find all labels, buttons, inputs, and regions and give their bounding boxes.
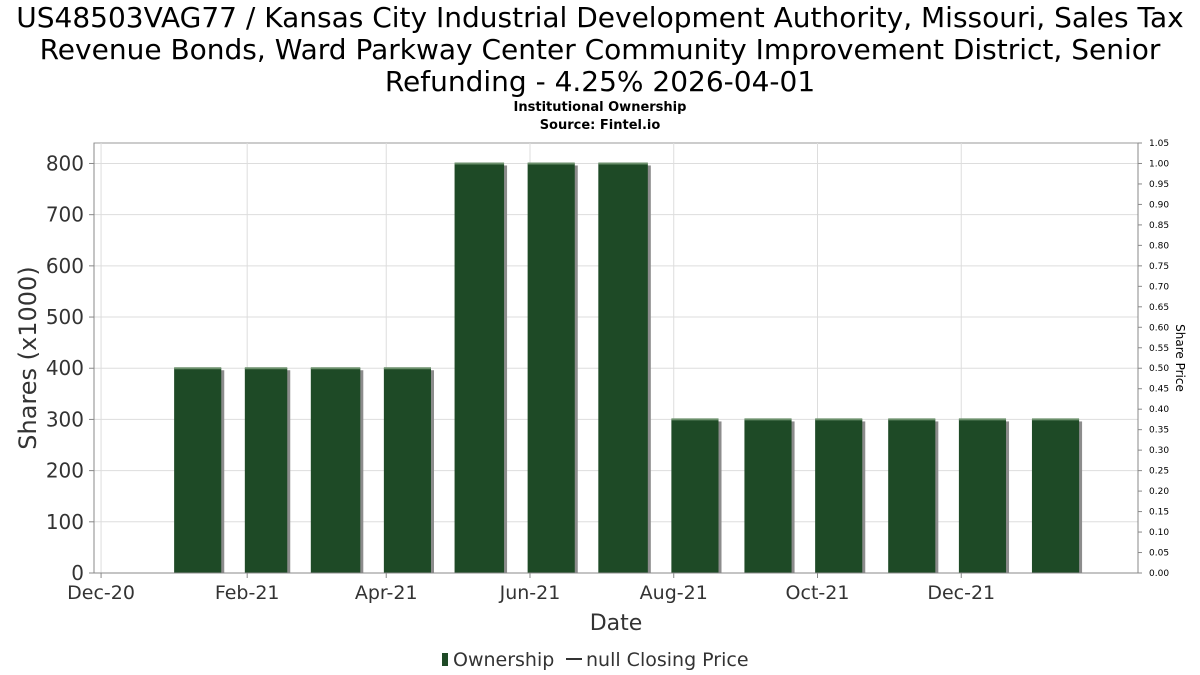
y2-axis-title: Share Price: [1173, 324, 1187, 392]
y-tick-label: 500: [46, 305, 84, 329]
y2-tick-label: 0.25: [1149, 467, 1169, 477]
legend-ownership-label: Ownership: [453, 649, 554, 671]
y2-tick-label: 0.65: [1149, 303, 1169, 313]
y2-tick-label: 0.90: [1149, 200, 1169, 210]
y2-tick-label: 0.05: [1149, 549, 1169, 559]
ownership-bar: [454, 163, 505, 573]
y2-tick-label: 0.35: [1149, 426, 1169, 436]
y-tick-label: 0: [71, 561, 84, 585]
y-tick-label: 100: [46, 510, 84, 534]
y2-tick-label: 0.85: [1149, 221, 1169, 231]
ownership-bar: [527, 163, 575, 573]
chart-subtitle: Institutional Ownership: [513, 100, 687, 115]
ownership-bar: [744, 419, 792, 573]
y2-tick-label: 0.50: [1149, 364, 1169, 374]
y2-tick-label: 0.55: [1149, 344, 1169, 354]
y2-tick-label: 0.60: [1149, 323, 1169, 333]
ownership-bar: [1031, 419, 1080, 573]
y2-tick-label: 0.70: [1149, 282, 1169, 292]
y2-tick-label: 0.00: [1149, 569, 1169, 579]
ownership-bar: [888, 419, 936, 573]
ownership-bar: [671, 419, 719, 573]
ownership-bar: [815, 419, 863, 573]
y2-tick-label: 0.40: [1149, 405, 1169, 415]
y2-tick-label: 0.45: [1149, 385, 1169, 395]
y2-tick-label: 1.00: [1149, 159, 1169, 169]
x-axis-title: Date: [590, 611, 643, 636]
x-tick-label: Apr-21: [355, 582, 418, 604]
y-tick-label: 700: [46, 203, 84, 227]
ownership-bar: [598, 163, 648, 573]
chart-title-line-1: US48503VAG77 / Kansas City Industrial De…: [16, 1, 1184, 34]
chart-title: US48503VAG77 / Kansas City Industrial De…: [0, 2, 1200, 98]
chart-title-line-3: Refunding - 4.25% 2026-04-01: [384, 65, 816, 98]
chart-source: Source: Fintel.io: [539, 118, 661, 133]
x-tick-label: Dec-20: [67, 582, 135, 604]
y-tick-label: 600: [46, 254, 84, 278]
legend-ownership-swatch: [442, 653, 448, 666]
ownership-bar: [383, 368, 432, 573]
legend-price-label: null Closing Price: [586, 649, 749, 671]
chart-title-line-2: Revenue Bonds, Ward Parkway Center Commu…: [39, 33, 1161, 66]
y2-tick-label: 0.80: [1149, 241, 1169, 251]
y2-tick-label: 0.20: [1149, 487, 1169, 497]
ownership-bar: [310, 368, 361, 573]
y-tick-label: 400: [46, 356, 84, 380]
y2-tick-label: 0.95: [1149, 180, 1169, 190]
y2-tick-label: 0.15: [1149, 508, 1169, 518]
x-tick-label: Feb-21: [215, 582, 280, 604]
ownership-bar: [958, 419, 1007, 573]
x-tick-label: Jun-21: [499, 582, 561, 604]
ownership-bar: [244, 368, 288, 573]
y2-tick-label: 0.10: [1149, 528, 1169, 538]
x-tick-label: Dec-21: [927, 582, 995, 604]
y-tick-label: 300: [46, 407, 84, 431]
y-tick-label: 800: [46, 151, 84, 175]
x-tick-label: Aug-21: [640, 582, 708, 604]
y-axis-title: Shares (x1000): [14, 266, 42, 449]
y2-tick-label: 0.30: [1149, 446, 1169, 456]
ownership-bar: [174, 368, 222, 573]
x-tick-label: Oct-21: [786, 582, 850, 604]
y-tick-label: 200: [46, 459, 84, 483]
y2-tick-label: 0.75: [1149, 262, 1169, 272]
y2-tick-label: 1.05: [1149, 139, 1169, 149]
